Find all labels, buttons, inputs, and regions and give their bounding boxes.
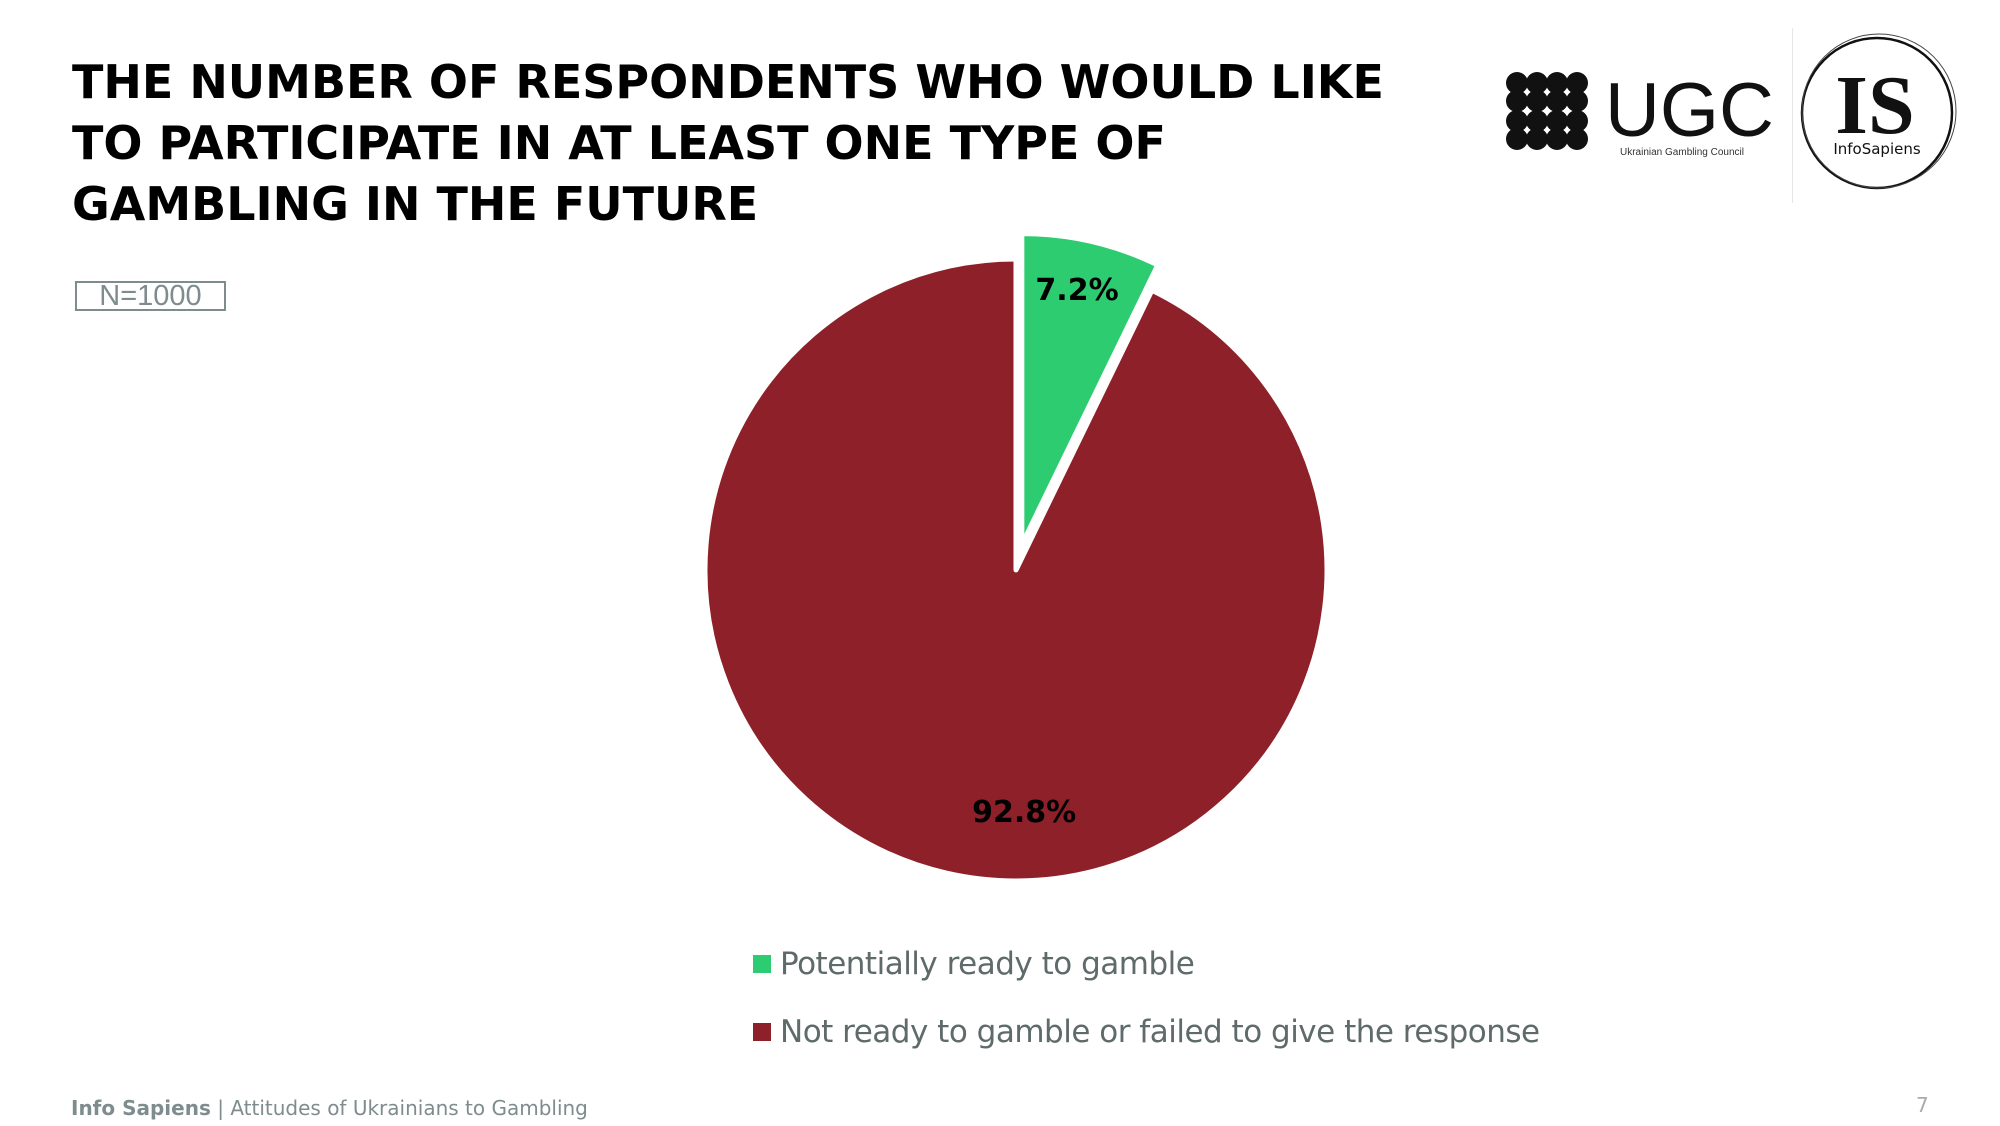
chart-legend: Potentially ready to gamble Not ready to… <box>753 930 1540 1066</box>
pie-slice-potentially-ready <box>1019 231 1161 548</box>
footer-text: Attitudes of Ukrainians to Gambling <box>230 1096 588 1120</box>
footer-brand: Info Sapiens <box>71 1096 211 1120</box>
infosapiens-logo-mark: IS <box>1835 59 1914 152</box>
infosapiens-logo: IS InfoSapiens <box>1800 33 1957 190</box>
clover-icon <box>1506 72 1588 150</box>
pie-slice-not-ready <box>702 256 1330 884</box>
title-line: THE NUMBER OF RESPONDENTS WHO WOULD LIKE <box>72 55 1384 109</box>
legend-item: Potentially ready to gamble <box>753 930 1540 998</box>
page-title: THE NUMBER OF RESPONDENTS WHO WOULD LIKE… <box>72 52 1412 235</box>
data-label-potentially-ready: 7.2% <box>1035 273 1118 308</box>
footer-separator: | <box>210 1096 231 1120</box>
ugc-logo: UGC Ukrainian Gambling Council <box>1506 68 1774 158</box>
infosapiens-logo-text: InfoSapiens <box>1833 140 1921 158</box>
title-line: TO PARTICIPATE IN AT LEAST ONE TYPE OF <box>72 116 1166 170</box>
footer: Info Sapiens | Attitudes of Ukrainians t… <box>71 1096 588 1120</box>
sample-size-badge: N=1000 <box>75 281 226 311</box>
ugc-logo-text: UGC <box>1605 68 1774 153</box>
legend-label: Potentially ready to gamble <box>780 946 1195 982</box>
ugc-logo-subtitle: Ukrainian Gambling Council <box>1620 147 1744 158</box>
title-line: GAMBLING IN THE FUTURE <box>72 177 759 231</box>
data-label-not-ready: 92.8% <box>972 795 1076 830</box>
page-number: 7 <box>1916 1093 1929 1117</box>
legend-swatch <box>753 1023 771 1041</box>
logo-divider <box>1792 28 1793 203</box>
legend-swatch <box>753 955 771 973</box>
legend-label: Not ready to gamble or failed to give th… <box>780 1014 1540 1050</box>
legend-item: Not ready to gamble or failed to give th… <box>753 998 1540 1066</box>
